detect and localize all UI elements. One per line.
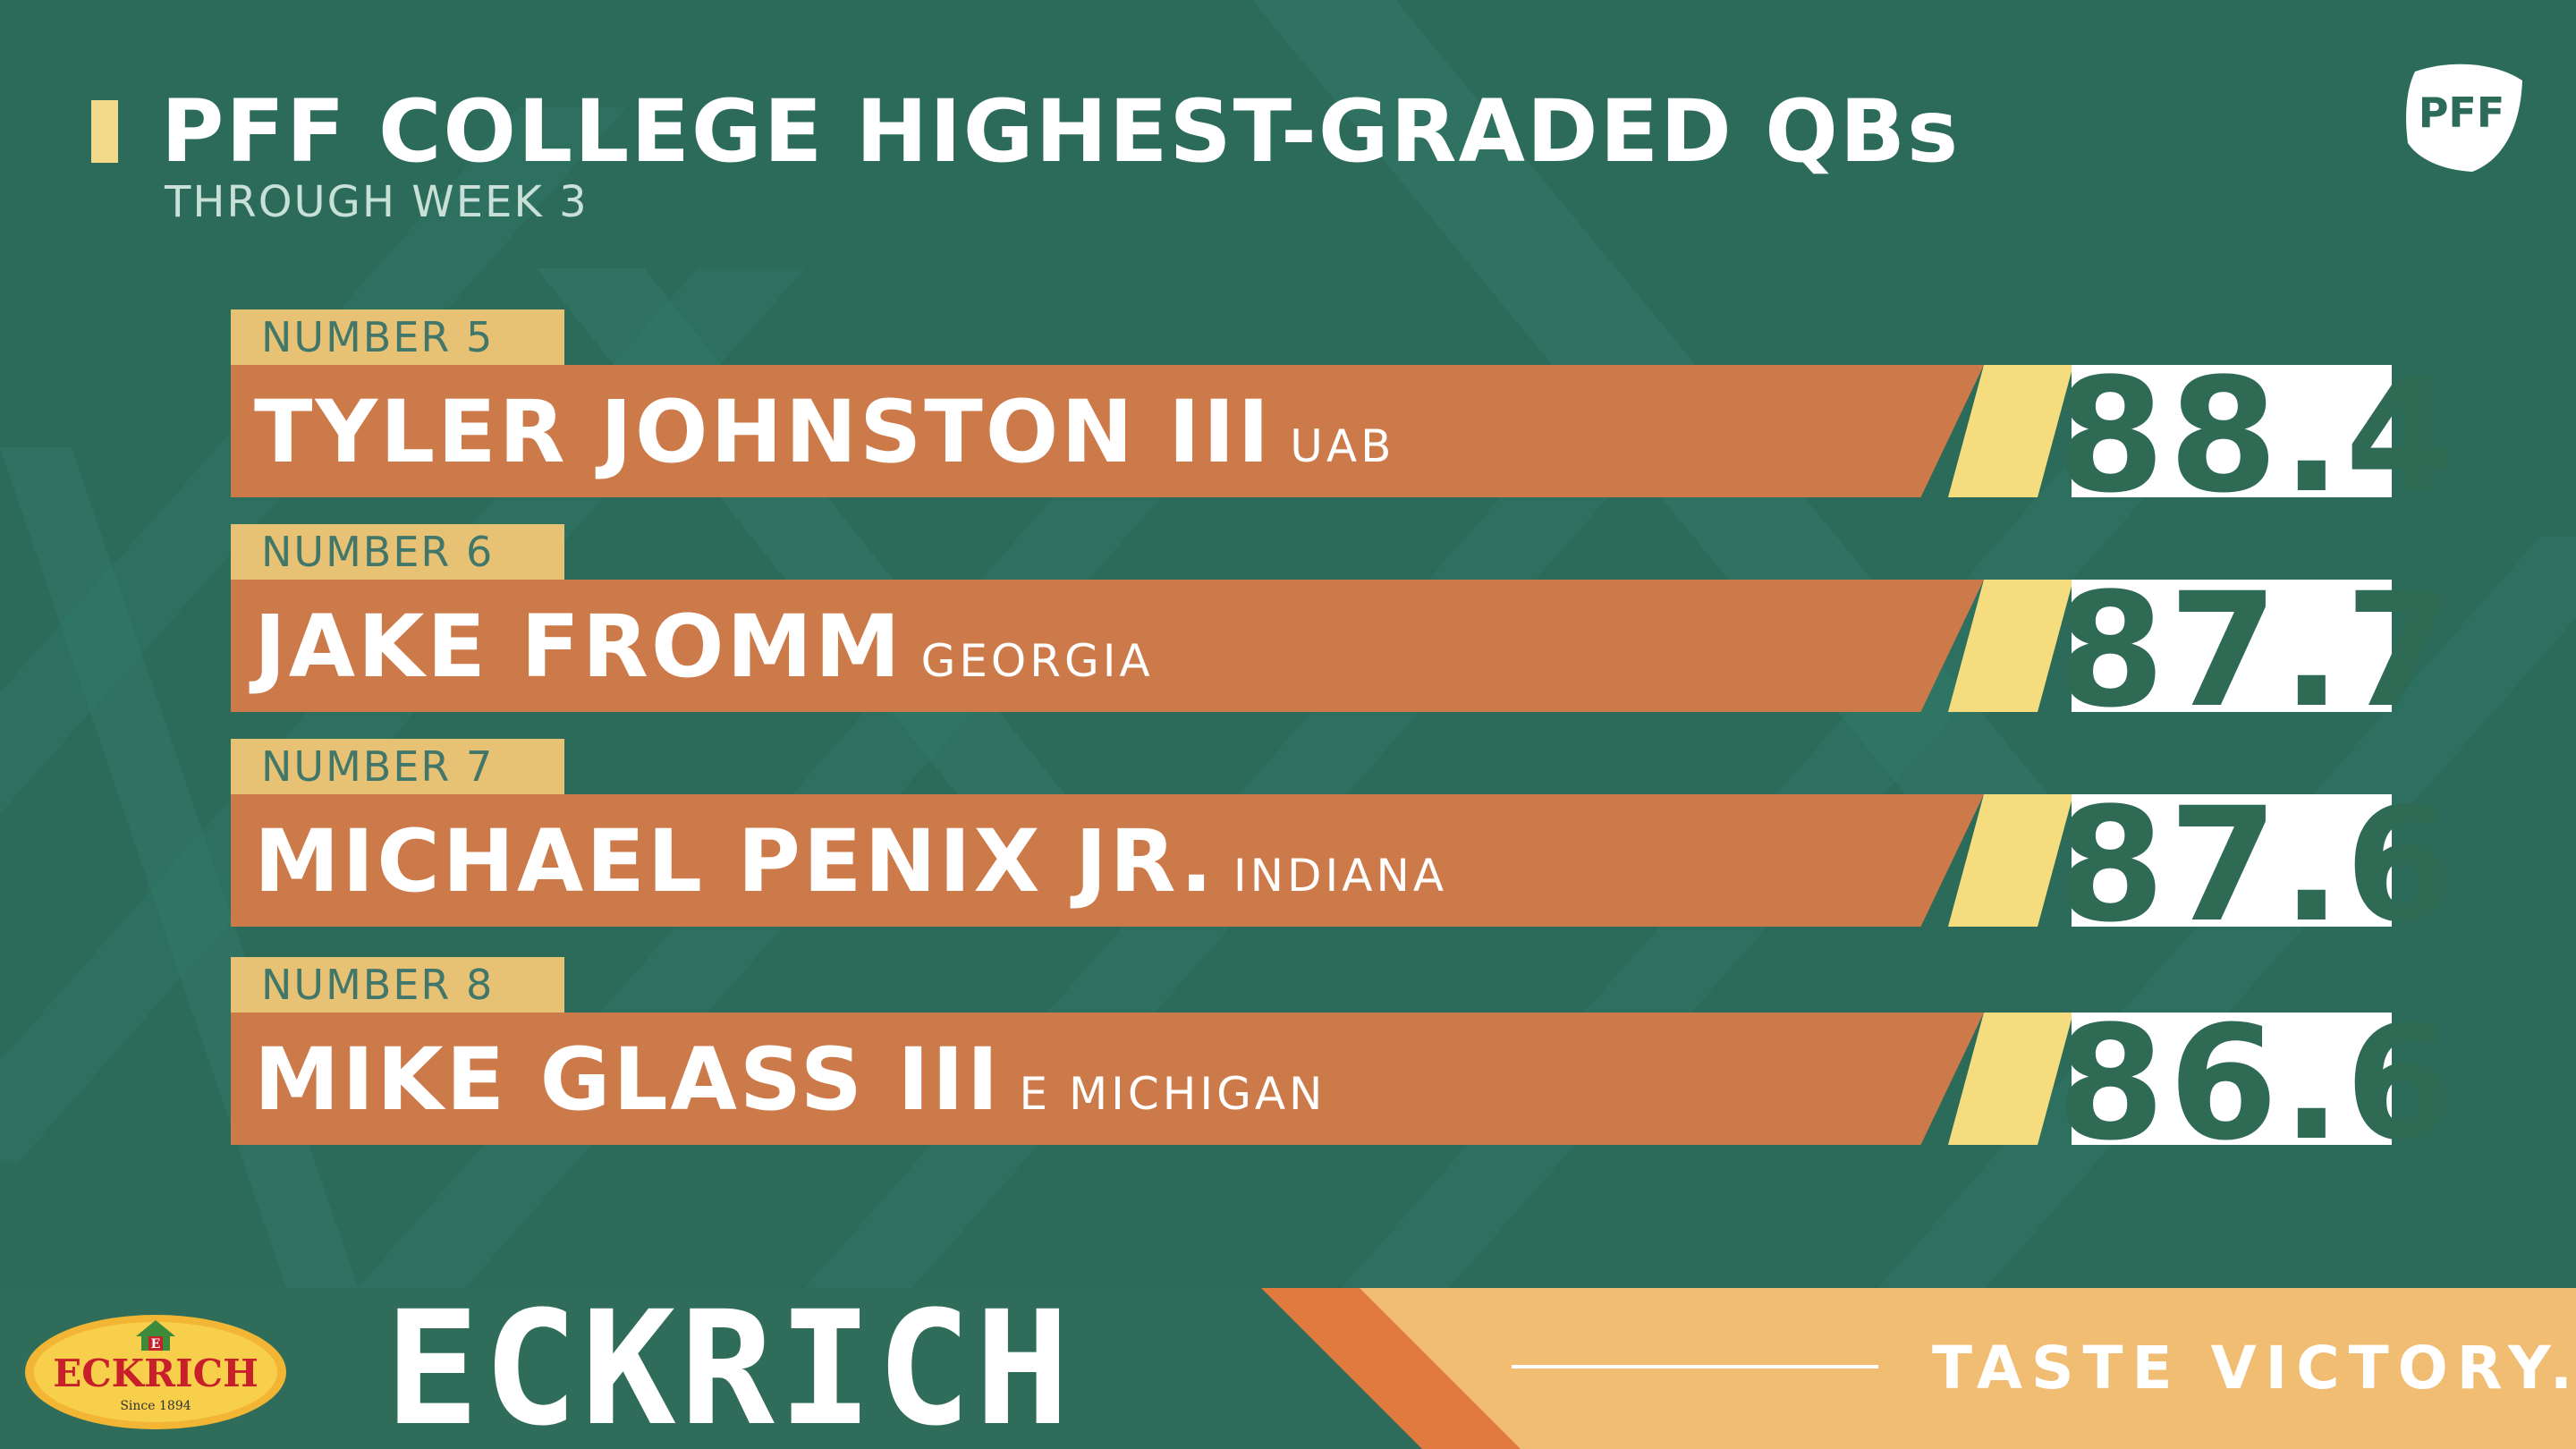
sponsor-name: ECKRICH: [385, 1288, 1073, 1449]
player-name-line: JAKE FROMM GEORGIA: [254, 597, 1154, 710]
player-name-line: MICHAEL PENIX JR. INDIANA: [254, 812, 1447, 925]
sponsor-tagline: TASTE VICTORY.: [1932, 1334, 2576, 1402]
footer-tan-band: [1360, 1288, 2576, 1449]
footer-divider-line: [1512, 1365, 1878, 1368]
grade-value: 87.7: [2055, 559, 2459, 742]
school-name: UAB: [1290, 420, 1395, 472]
sponsor-footer: E ECKRICH Since 1894 ECKRICH TASTE VICTO…: [0, 1288, 2576, 1449]
eckrich-logo-text: ECKRICH: [53, 1352, 258, 1395]
pff-logo: PFF: [2406, 64, 2522, 172]
qb-entry: NUMBER 6 JAKE FROMM GEORGIA 87.7: [231, 524, 2459, 757]
qb-entry: NUMBER 7 MICHAEL PENIX JR. INDIANA 87.6: [231, 739, 2459, 971]
qb-entry: NUMBER 8 MIKE GLASS III E MICHIGAN 86.6: [231, 957, 2459, 1190]
player-name-line: TYLER JOHNSTON III UAB: [254, 383, 1394, 496]
player-name: MICHAEL PENIX JR.: [254, 811, 1216, 911]
rank-label: NUMBER 6: [231, 524, 564, 580]
player-name-line: MIKE GLASS III E MICHIGAN: [254, 1030, 1326, 1143]
player-bar: MICHAEL PENIX JR. INDIANA 87.6: [231, 774, 2459, 957]
grade-value: 88.4: [2055, 344, 2459, 528]
page-subtitle: THROUGH WEEK 3: [165, 177, 589, 227]
title-accent-bar: [91, 100, 118, 163]
eckrich-logo: E ECKRICH Since 1894: [25, 1315, 286, 1429]
school-name: INDIANA: [1233, 850, 1448, 902]
pff-logo-text: PFF: [2419, 89, 2505, 137]
player-name: MIKE GLASS III: [254, 1030, 1002, 1130]
player-name: JAKE FROMM: [254, 597, 903, 697]
rank-label: NUMBER 5: [231, 309, 564, 365]
school-name: GEORGIA: [920, 635, 1154, 687]
player-bar: MIKE GLASS III E MICHIGAN 86.6: [231, 992, 2459, 1175]
grade-value: 86.6: [2055, 992, 2459, 1175]
player-name: TYLER JOHNSTON III: [254, 382, 1273, 482]
rank-label: NUMBER 7: [231, 739, 564, 794]
rank-label: NUMBER 8: [231, 957, 564, 1013]
player-bar: TYLER JOHNSTON III UAB 88.4: [231, 344, 2459, 528]
grade-value: 87.6: [2055, 774, 2459, 957]
qb-entry: NUMBER 5 TYLER JOHNSTON III UAB 88.4: [231, 309, 2459, 542]
page-title: PFF COLLEGE HIGHEST-GRADED QBs: [161, 81, 1961, 182]
eckrich-logo-since: Since 1894: [120, 1399, 191, 1413]
player-bar: JAKE FROMM GEORGIA 87.7: [231, 559, 2459, 742]
eckrich-logo-mark: E: [151, 1337, 161, 1352]
school-name: E MICHIGAN: [1019, 1068, 1326, 1120]
